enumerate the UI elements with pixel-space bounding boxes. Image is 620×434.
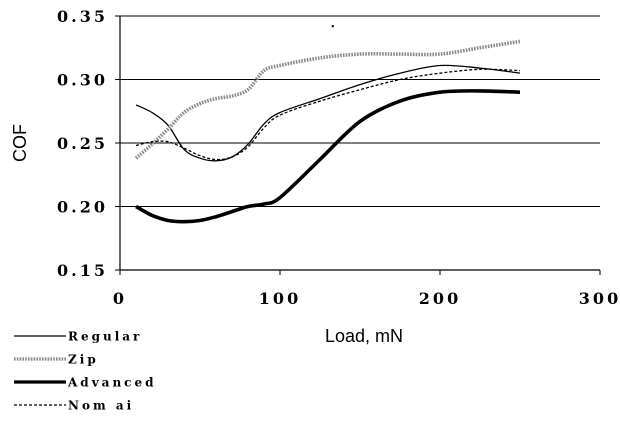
series-line-zip (134, 39, 521, 160)
x-tick-labels: 0 100 200 300 (113, 289, 620, 308)
y-tick-label-0: 0.35 (57, 7, 108, 26)
y-tick-label-4: 0.15 (57, 261, 108, 280)
y-axis-title: COF (10, 124, 30, 162)
y-tick-label-3: 0.20 (57, 198, 108, 217)
legend-label-nom-ai: Nom ai (68, 399, 134, 413)
gridlines (120, 15, 600, 207)
legend: Regular Zip Advanced Nom ai (14, 330, 157, 413)
annotation-layer (331, 24, 334, 28)
x-tick-label-0: 0 (113, 289, 127, 308)
legend-label-advanced: Advanced (67, 376, 157, 390)
y-tick-label-1: 0.30 (57, 71, 108, 90)
y-tick-labels: 0.35 0.30 0.25 0.20 0.15 (57, 7, 108, 280)
x-axis-title: Load, mN (325, 326, 403, 346)
x-tick-label-1: 100 (259, 289, 301, 308)
series-layer (134, 39, 521, 224)
plot-frame (115, 15, 601, 275)
annotation-dot-0 (331, 24, 334, 28)
legend-label-zip: Zip (68, 353, 99, 367)
legend-label-regular: Regular (68, 330, 142, 344)
series-line-nom-ai (135, 68, 521, 161)
series-line-advanced (135, 89, 521, 224)
x-tick-label-2: 200 (419, 289, 461, 308)
x-tick-label-3: 300 (579, 289, 620, 308)
y-tick-label-2: 0.25 (57, 134, 108, 153)
series-line-regular (135, 64, 521, 162)
